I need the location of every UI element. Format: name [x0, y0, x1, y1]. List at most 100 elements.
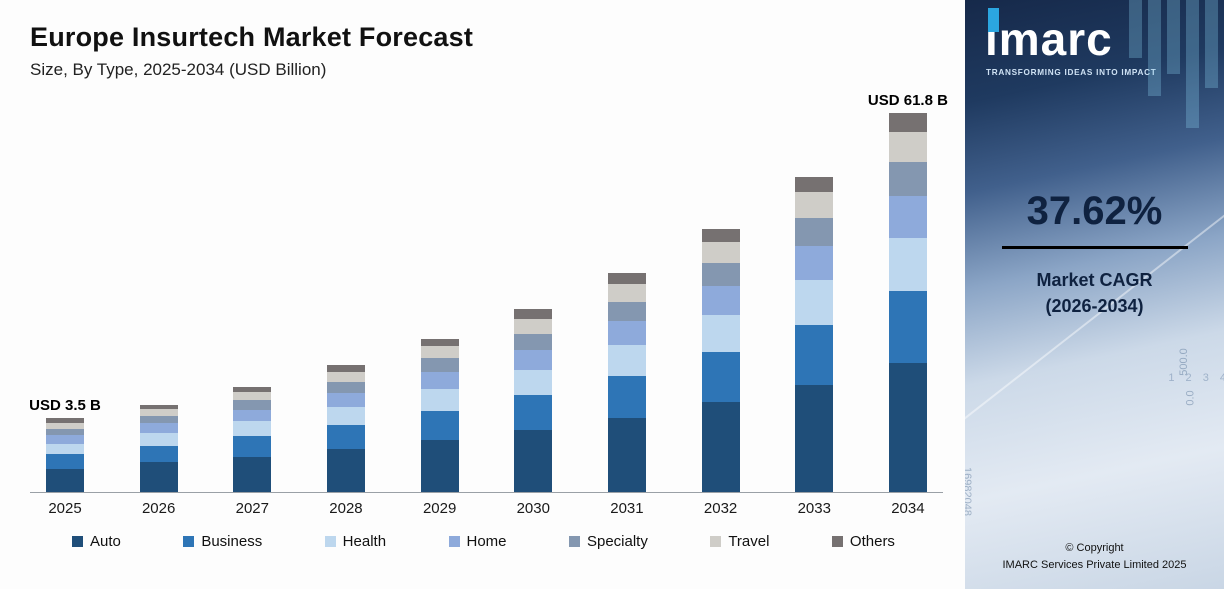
bar-stack	[326, 365, 365, 493]
bar-stack	[139, 404, 178, 493]
bar-segment-specialty	[607, 301, 646, 322]
legend-label: Travel	[728, 533, 770, 550]
legend-swatch-icon	[568, 536, 580, 547]
bar-segment-auto	[139, 462, 178, 493]
bar-segment-travel	[888, 131, 927, 162]
bar-segment-health	[701, 315, 740, 353]
bar-stack	[701, 228, 740, 492]
bar-segment-business	[139, 445, 178, 463]
legend-label: Health	[342, 533, 387, 550]
bar-segment-auto	[607, 417, 646, 492]
bar-segment-specialty	[326, 381, 365, 393]
bar-segment-auto	[233, 456, 272, 492]
bar-column-2026	[130, 88, 188, 493]
legend-item-others: Others	[831, 533, 895, 550]
bar-stack	[607, 273, 646, 492]
copyright: © Copyright IMARC Services Private Limit…	[965, 540, 1224, 573]
decorative-number: 16982048	[965, 467, 973, 516]
chart-panel: Europe Insurtech Market Forecast Size, B…	[29, 22, 948, 550]
bar-segment-travel	[326, 372, 365, 382]
chart-subtitle: Size, By Type, 2025-2034 (USD Billion)	[30, 60, 327, 79]
chart-title: Europe Insurtech Market Forecast	[30, 22, 474, 52]
bar-value-label: USD 61.8 B	[867, 91, 948, 109]
x-axis-label: 2034	[891, 500, 925, 517]
bar-stack	[233, 387, 272, 492]
legend-item-travel: Travel	[710, 533, 769, 550]
legend-swatch-icon	[72, 536, 83, 547]
bar-segment-travel	[46, 422, 84, 429]
bar-segment-home	[233, 409, 272, 422]
cagr-underline	[1001, 246, 1188, 249]
x-axis-labels: 2025 2026 2027 2028 2029 2030 2031 2032 2033 2034	[30, 493, 943, 517]
legend-item-specialty: Specialty	[568, 533, 648, 550]
bar-column-2029	[411, 88, 469, 492]
bar-segment-specialty	[888, 161, 927, 197]
bar-column-2027	[223, 88, 281, 492]
bar-column-2033	[785, 88, 843, 492]
bar-segment-health	[514, 369, 553, 396]
copyright-line2: IMARC Services Private Limited 2025	[1002, 558, 1187, 571]
bar-segment-specialty	[233, 400, 272, 410]
bar-segment-auto	[701, 402, 740, 492]
bar-stack	[888, 112, 927, 492]
bar-segment-others	[795, 176, 834, 193]
bar-segment-home	[326, 392, 365, 407]
x-axis-label: 2029	[422, 500, 457, 517]
cagr-period: (2026-2034)	[1045, 296, 1144, 317]
x-axis-label: 2028	[329, 500, 363, 517]
x-axis-label: 2033	[797, 500, 831, 517]
bar-segment-business	[701, 352, 740, 403]
bar-segment-others	[420, 339, 459, 347]
decorative-bar-motif	[1129, 0, 1218, 128]
x-axis-label: 2026	[141, 500, 176, 517]
bar-segment-business	[607, 375, 646, 418]
bar-stack	[46, 418, 84, 492]
bar-segment-travel	[701, 241, 740, 263]
bar-segment-home	[139, 423, 178, 433]
x-axis-label: 2032	[703, 500, 738, 517]
legend-label: Auto	[90, 533, 121, 550]
bar-segment-travel	[795, 192, 834, 218]
bar-column-2028	[317, 88, 375, 493]
legend-label: Home	[466, 533, 507, 550]
bar-segment-home	[607, 321, 646, 346]
x-axis-label: 2030	[516, 500, 550, 517]
legend-item-health: Health	[324, 533, 387, 550]
bar-segment-auto	[326, 448, 365, 493]
bar-segment-specialty	[420, 358, 459, 372]
legend-label: Business	[201, 533, 263, 550]
bar-segment-specialty	[46, 428, 84, 436]
bar-segment-specialty	[139, 415, 178, 424]
bar-segment-business	[233, 435, 272, 457]
bar-segment-business	[795, 324, 834, 385]
bar-segment-others	[607, 273, 646, 285]
bar-stack	[420, 339, 459, 492]
bar-segment-health	[420, 388, 459, 411]
copyright-line1: © Copyright	[1065, 542, 1124, 554]
bar-segment-business	[326, 425, 365, 449]
logo-tagline: TRANSFORMING IDEAS INTO IMPACT	[986, 68, 1157, 77]
bar-segment-travel	[420, 346, 459, 359]
cagr-value: 37.62%	[1026, 189, 1163, 233]
bar-segment-home	[888, 196, 927, 238]
bar-segment-specialty	[795, 217, 834, 246]
bar-segment-home	[701, 286, 740, 316]
bar-segment-health	[46, 443, 84, 455]
bar-segment-health	[607, 345, 646, 376]
x-axis-label: 2027	[235, 500, 269, 517]
cagr-block: 37.62% Market CAGR (2026-2034)	[965, 189, 1224, 319]
logo-accent-mark-icon	[988, 8, 999, 32]
logo-text: imarc	[985, 13, 1113, 65]
legend-item-auto: Auto	[72, 533, 121, 550]
bar-segment-others	[326, 365, 365, 372]
bar-segment-travel	[233, 392, 272, 401]
bar-segment-home	[514, 349, 553, 370]
bar-stack	[514, 309, 553, 493]
bar-column-2031	[598, 88, 656, 492]
bar-segment-travel	[607, 284, 646, 302]
bar-segment-health	[795, 280, 834, 325]
bar-column-2032	[692, 88, 750, 492]
legend-item-home: Home	[448, 533, 507, 550]
legend-swatch-icon	[183, 536, 195, 547]
